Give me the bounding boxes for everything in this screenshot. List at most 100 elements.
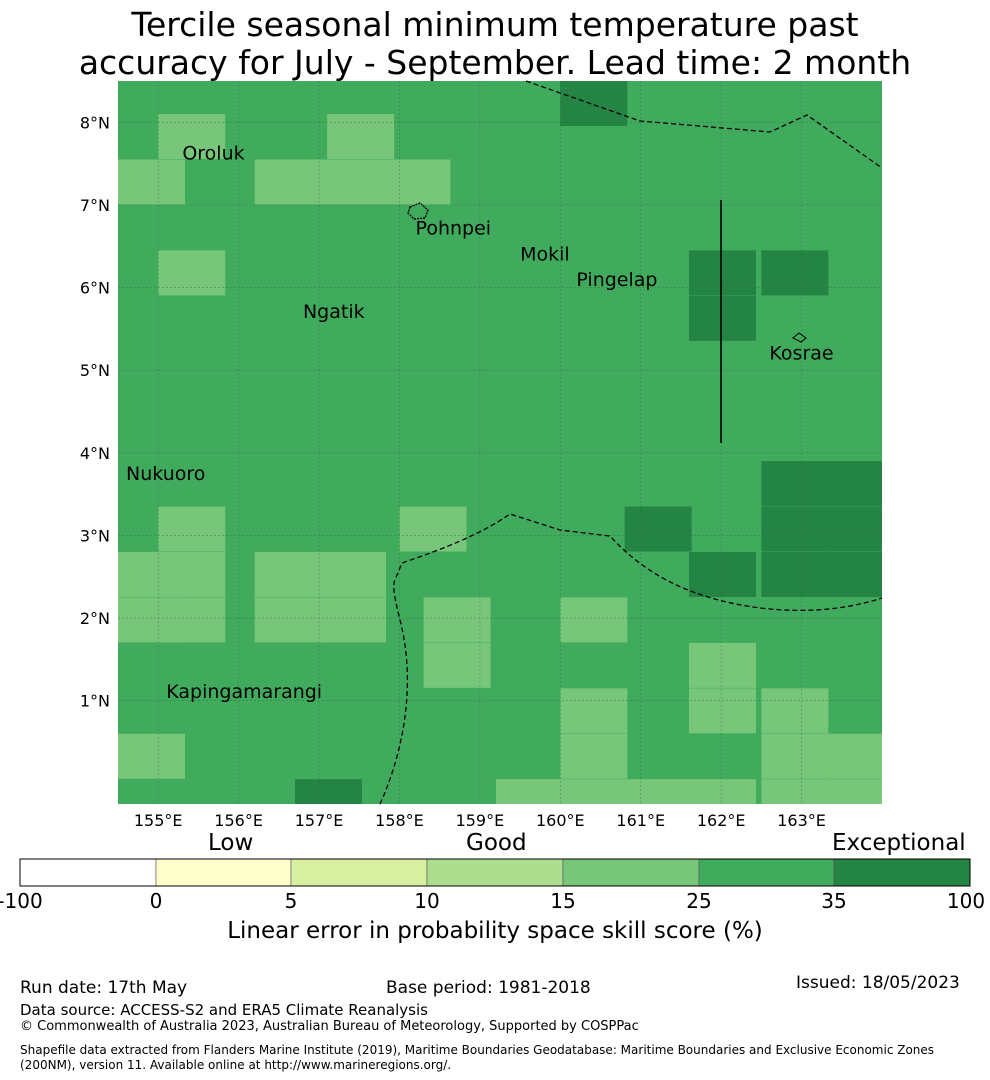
x-tick-label: 159°E [456,811,505,830]
colorbar-segment [426,858,564,887]
x-tick-label: 162°E [697,811,746,830]
eez-boundary [525,80,883,169]
x-tick-label: 160°E [536,811,585,830]
place-label: Pohnpei [416,218,492,240]
grid-cell [327,114,395,160]
colorbar-segment [290,858,428,887]
grid-cell [383,159,451,205]
grid-cell [118,159,185,205]
place-label: Nukuoro [126,463,205,485]
grid-cell [158,250,226,296]
grid-cell [158,551,226,597]
run-date: Run date: 17th May [20,978,188,998]
colorbar-segment [155,858,292,887]
colorbar-word-exceptional: Exceptional [832,830,966,856]
grid-cell [825,779,882,804]
grid-cell [761,506,829,552]
grid-cell [688,250,756,296]
colorbar-tick: 0 [149,889,163,913]
colorbar-tick: 35 [821,889,847,913]
y-tick-label: 8°N [80,113,110,132]
grid-cell [825,461,882,507]
colorbar-tick: 100 [946,889,986,913]
title-line-1: Tercile seasonal minimum temperature pas… [131,5,859,44]
copyright: © Commonwealth of Australia 2023, Austra… [20,1019,639,1034]
y-tick-label: 7°N [80,196,110,215]
x-tick-label: 158°E [375,811,424,830]
grid-cell [560,597,628,643]
grid-cell [688,642,756,688]
grid-cell [294,779,362,804]
grid-cell [254,597,322,643]
grid-cell [399,506,467,552]
y-tick-label: 2°N [80,609,110,628]
grid-cell [560,688,628,734]
grid-cell [761,733,829,779]
grid-cell [560,733,628,779]
colorbar-tick: 15 [550,889,576,913]
x-tick-label: 161°E [616,811,665,830]
place-label: Oroluk [182,142,244,164]
y-tick-label: 6°N [80,279,110,298]
grid-cell [825,551,882,597]
shapefile-credit-2: (200NM), version 11. Available online at… [20,1058,452,1072]
x-tick-label: 156°E [214,811,263,830]
grid-cell [761,250,829,296]
place-label: Kosrae [769,342,833,364]
title-line-2: accuracy for July - September. Lead time… [78,43,912,82]
colorbar-segment [19,858,157,887]
chart-title: Tercile seasonal minimum temperature pas… [0,6,990,82]
grid-cell [158,506,226,552]
x-tick-label: 155°E [134,811,183,830]
grid-cell [560,779,628,804]
colorbar-tick: 5 [284,889,298,913]
grid-cell [761,551,829,597]
data-source: Data source: ACCESS-S2 and ERA5 Climate … [20,1001,428,1019]
grid-cell [761,461,829,507]
place-label: Mokil [520,243,570,265]
colorbar-frame [19,858,971,887]
base-period: Base period: 1981-2018 [386,978,591,998]
grid-cell [624,506,692,552]
y-tick-label: 5°N [80,361,110,380]
grid-cell [254,551,322,597]
place-label: Kapingamarangi [166,681,322,703]
x-tick-label: 163°E [777,811,826,830]
issued-date: Issued: 18/05/2023 [796,973,960,993]
colorbar-tick: -100 [0,889,43,913]
grid-cell [825,733,882,779]
colorbar-word-good: Good [466,830,527,856]
y-tick-label: 4°N [80,444,110,463]
grid-cell [624,779,692,804]
colorbar-segment [698,858,835,887]
kosrae-island-shape [792,332,807,343]
grid-cell [495,779,563,804]
place-label: Pingelap [576,269,657,291]
pohnpei-island-shape [407,202,429,220]
grid-cell [761,779,829,804]
grid-cell [158,597,226,643]
colorbar-segment [562,858,700,887]
colorbar-tick: 25 [686,889,712,913]
colorbar-segment [833,858,971,887]
colorbar-word-low: Low [208,830,254,856]
grid-cell [688,551,756,597]
colorbar-label: Linear error in probability space skill … [227,918,763,944]
grid-cell [423,642,491,688]
grid-cell [254,159,322,205]
grid-cell [319,551,387,597]
grid-cell [158,114,226,160]
grid-cell [688,295,756,341]
x-tick-label: 157°E [295,811,344,830]
grid-cell [423,597,491,643]
place-label: Ngatik [303,301,365,323]
grid-cell [688,688,756,734]
y-tick-label: 3°N [80,526,110,545]
grid-cell [688,779,756,804]
grid-cell [761,688,829,734]
grid-cell [319,159,387,205]
shapefile-credit-1: Shapefile data extracted from Flanders M… [20,1043,935,1057]
grid-cell [118,733,185,779]
y-tick-label: 1°N [80,692,110,711]
